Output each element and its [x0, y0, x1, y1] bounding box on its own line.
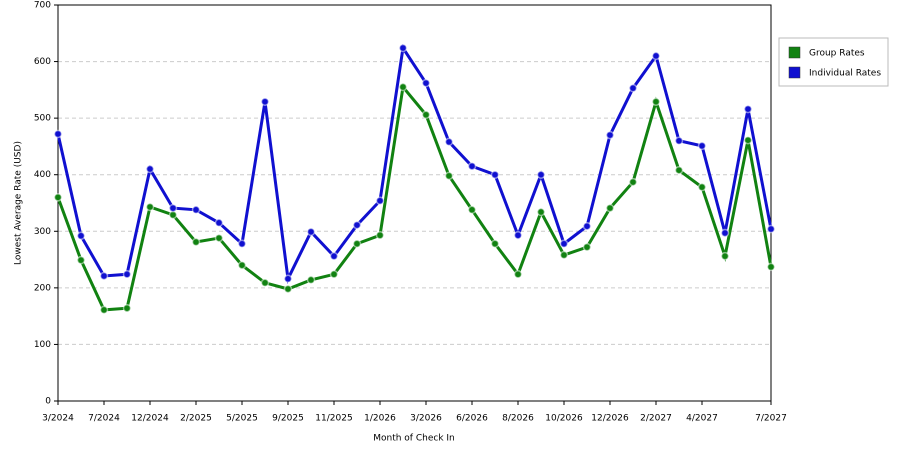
data-point: [237, 239, 247, 248]
data-point: [490, 239, 500, 248]
data-point: [720, 228, 730, 238]
data-point: [191, 205, 201, 215]
data-point: [674, 165, 684, 175]
data-point: [743, 104, 753, 114]
data-point: [651, 51, 661, 61]
data-point: [467, 161, 477, 171]
data-point: [697, 141, 707, 151]
data-point: [145, 164, 155, 174]
data-point: [260, 278, 270, 288]
data-point: [191, 237, 201, 247]
data-point: [329, 251, 339, 261]
data-point: [76, 255, 86, 265]
data-point: [352, 239, 362, 248]
data-point: [260, 97, 270, 106]
y-tick-label: 0: [45, 397, 51, 407]
data-point: [398, 82, 408, 92]
data-point: [605, 130, 615, 140]
legend-label: Group Rates: [809, 49, 865, 59]
data-point: [168, 203, 178, 213]
legend-box: [778, 37, 889, 87]
data-point: [766, 224, 776, 234]
y-tick-label: 300: [34, 227, 51, 237]
x-tick-label: 2/2025: [180, 414, 212, 424]
data-point: [467, 205, 477, 215]
x-tick-label: 10/2026: [545, 414, 583, 424]
x-tick-label: 12/2024: [131, 414, 169, 424]
data-point: [766, 262, 776, 272]
data-point: [99, 271, 109, 281]
data-point: [559, 239, 569, 248]
data-point: [375, 230, 385, 240]
data-point: [536, 170, 546, 179]
data-point: [536, 207, 546, 217]
x-tick-label: 2/2027: [640, 414, 672, 424]
data-point: [490, 170, 500, 179]
y-axis-title: Lowest Average Rate (USD): [14, 141, 24, 265]
legend-label: Individual Rates: [809, 69, 881, 79]
x-tick-label: 3/2024: [42, 414, 74, 424]
data-point: [352, 220, 362, 230]
data-point: [76, 231, 86, 241]
x-tick-label: 7/2024: [88, 414, 120, 424]
data-point: [53, 129, 63, 139]
x-tick-label: 8/2026: [502, 414, 534, 424]
data-point: [122, 270, 132, 279]
y-tick-label: 600: [34, 57, 51, 67]
data-point: [513, 230, 523, 240]
x-tick-label: 11/2025: [315, 414, 352, 424]
data-point: [743, 135, 753, 145]
data-point: [145, 202, 155, 212]
series-line: [56, 83, 773, 312]
data-point: [214, 218, 224, 228]
legend-swatch: [788, 66, 801, 79]
data-point: [375, 196, 385, 205]
data-point: [651, 97, 661, 106]
x-tick-label: 6/2026: [456, 414, 488, 424]
x-tick-label: 5/2025: [226, 414, 258, 424]
data-point: [421, 110, 431, 119]
x-tick-label: 12/2026: [591, 414, 629, 424]
x-axis-title: Month of Check In: [373, 434, 455, 444]
data-point: [513, 270, 523, 279]
data-point: [214, 233, 224, 243]
data-point: [605, 203, 615, 213]
data-point: [329, 270, 339, 279]
plot-frame: [57, 4, 772, 402]
data-point: [398, 43, 408, 53]
x-tick-label: 9/2025: [272, 414, 304, 424]
data-point: [306, 275, 316, 285]
data-point: [582, 242, 592, 252]
data-point: [582, 221, 592, 231]
data-point: [237, 260, 247, 270]
data-point: [53, 193, 63, 202]
data-point: [720, 251, 730, 261]
data-point: [421, 78, 431, 88]
x-tick-label: 3/2026: [410, 414, 442, 424]
data-point: [283, 274, 293, 284]
x-tick-label: 7/2027: [755, 414, 787, 424]
series-line: [56, 43, 773, 284]
data-point: [283, 284, 293, 294]
y-tick-label: 400: [34, 170, 51, 180]
legend-swatch: [788, 46, 801, 59]
x-tick-label: 4/2027: [686, 414, 718, 424]
data-point: [306, 227, 316, 237]
data-point: [559, 250, 569, 260]
y-tick-label: 200: [34, 283, 51, 293]
data-point: [99, 305, 109, 315]
x-tick-label: 1/2026: [364, 414, 396, 424]
data-point: [628, 83, 638, 93]
data-point: [122, 303, 132, 313]
data-point: [168, 210, 178, 220]
data-point: [444, 137, 454, 147]
data-point: [444, 171, 454, 181]
data-point: [674, 136, 684, 146]
data-point: [697, 182, 707, 192]
data-point: [628, 177, 638, 187]
y-tick-label: 100: [34, 340, 51, 350]
y-tick-label: 500: [34, 114, 51, 124]
y-tick-label: 700: [34, 1, 51, 11]
